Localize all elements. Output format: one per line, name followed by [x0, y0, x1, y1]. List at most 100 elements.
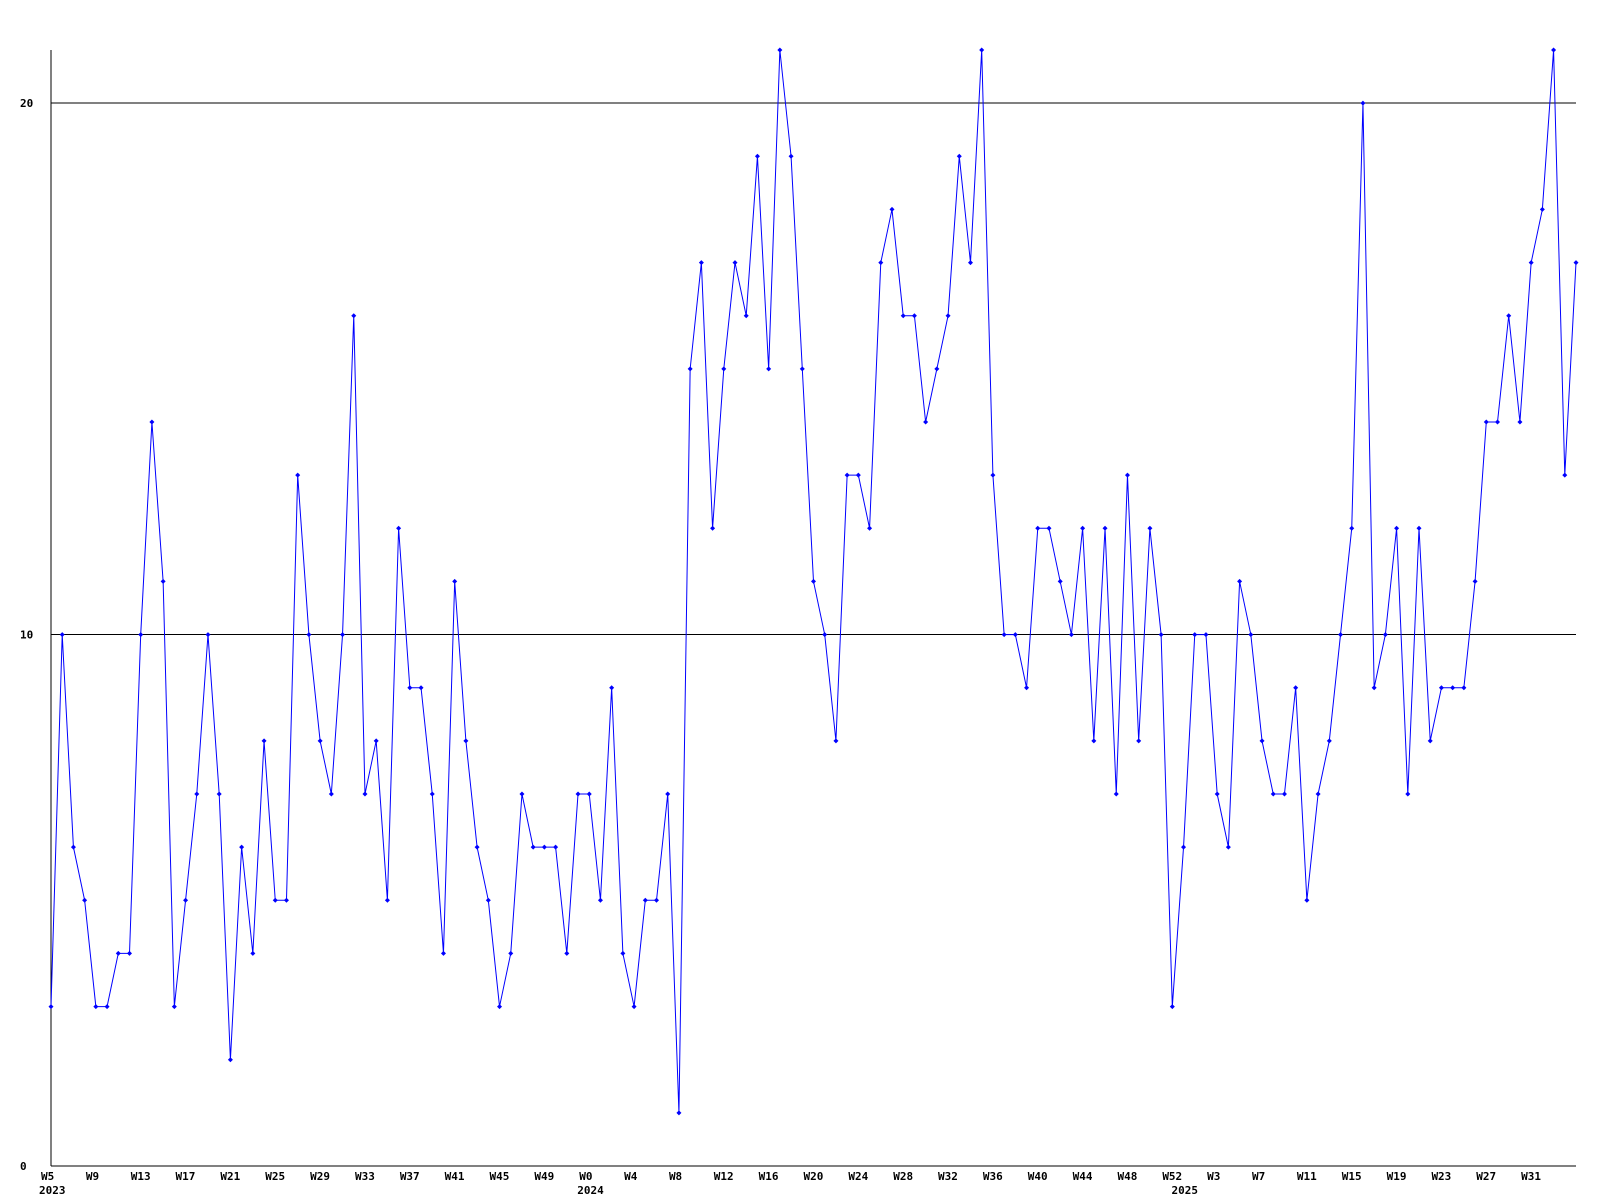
data-point [1450, 685, 1456, 691]
data-point [295, 472, 301, 478]
data-point [1495, 419, 1501, 425]
x-tick-label: W16 [759, 1170, 779, 1183]
data-point [1091, 738, 1097, 744]
data-point [732, 260, 738, 266]
x-tick-label: W29 [310, 1170, 330, 1183]
data-point [1001, 632, 1007, 638]
data-point [351, 313, 357, 319]
data-point [1024, 685, 1030, 691]
data-point [811, 578, 816, 584]
data-point [956, 153, 962, 159]
data-point [1405, 791, 1411, 797]
x-tick-label: W0 [579, 1170, 592, 1183]
x-tick-label: W3 [1207, 1170, 1220, 1183]
data-point [586, 791, 592, 797]
data-point [1012, 632, 1018, 638]
data-point [1203, 632, 1209, 638]
data-point [1483, 419, 1489, 425]
data-point [642, 897, 648, 903]
data-point [1225, 844, 1231, 850]
data-point [138, 632, 144, 638]
data-point [1248, 632, 1254, 638]
x-tick-label: W17 [176, 1170, 196, 1183]
data-point [788, 153, 794, 159]
data-point [519, 791, 525, 797]
x-tick-label: W44 [1073, 1170, 1093, 1183]
data-point [1124, 472, 1130, 478]
data-point [407, 685, 413, 691]
x-tick-label: W28 [893, 1170, 913, 1183]
data-point [440, 950, 446, 956]
data-point [396, 525, 402, 531]
x-tick-label: W4 [624, 1170, 638, 1183]
data-point [340, 632, 346, 638]
data-point [1551, 47, 1557, 53]
data-point [429, 791, 435, 797]
x-tick-label: W11 [1297, 1170, 1317, 1183]
data-point [631, 1004, 637, 1010]
data-point [1147, 525, 1153, 531]
x-tick-label: W27 [1476, 1170, 1496, 1183]
x-tick-label: W52 [1162, 1170, 1182, 1183]
data-point [1438, 685, 1444, 691]
data-point [743, 313, 749, 319]
x-tick-label: W33 [355, 1170, 375, 1183]
data-point [889, 206, 895, 212]
year-label: 2023 [39, 1184, 66, 1197]
data-point [833, 738, 839, 744]
data-point [508, 950, 514, 956]
data-point [1461, 685, 1467, 691]
data-point [1382, 632, 1388, 638]
data-point [48, 1004, 54, 1010]
data-point [463, 738, 469, 744]
data-point [384, 897, 390, 903]
x-tick-label: W13 [131, 1170, 151, 1183]
x-tick-label: W32 [938, 1170, 958, 1183]
data-point [1068, 632, 1074, 638]
data-point [597, 897, 603, 903]
x-tick-label: W45 [490, 1170, 510, 1183]
data-point [777, 47, 783, 53]
gridlines [51, 102, 1576, 636]
data-point [654, 897, 660, 903]
data-point [867, 525, 873, 531]
data-point [1360, 100, 1366, 106]
data-point [362, 791, 368, 797]
data-point [990, 472, 996, 478]
data-point [900, 313, 906, 319]
data-point [1472, 578, 1478, 584]
data-point [205, 632, 211, 638]
data-point [979, 47, 985, 53]
data-point [1192, 632, 1198, 638]
data-point [676, 1110, 682, 1116]
data-point [250, 950, 256, 956]
data-point [160, 578, 166, 584]
data-point [754, 153, 760, 159]
data-point [911, 313, 917, 319]
data-point [1315, 791, 1321, 797]
y-tick-label: 10 [20, 629, 33, 642]
x-tick-label: W19 [1387, 1170, 1407, 1183]
data-point [261, 738, 267, 744]
x-tick-label: W9 [86, 1170, 99, 1183]
data-point [1214, 791, 1220, 797]
data-point [115, 950, 121, 956]
data-point [1293, 685, 1299, 691]
data-point [665, 791, 671, 797]
y-tick-label: 0 [20, 1160, 27, 1173]
data-point [564, 950, 570, 956]
data-point [553, 844, 559, 850]
data-point [1259, 738, 1265, 744]
data-point [855, 472, 861, 478]
x-tick-label: W7 [1252, 1170, 1265, 1183]
x-tick-label: W5 [41, 1170, 54, 1183]
data-point [1158, 632, 1164, 638]
data-point [171, 1004, 177, 1010]
data-point [1136, 738, 1142, 744]
data-point [1237, 578, 1243, 584]
data-point [1573, 260, 1579, 266]
data-point [1371, 685, 1377, 691]
data-point [878, 260, 884, 266]
x-tick-label: W41 [445, 1170, 465, 1183]
